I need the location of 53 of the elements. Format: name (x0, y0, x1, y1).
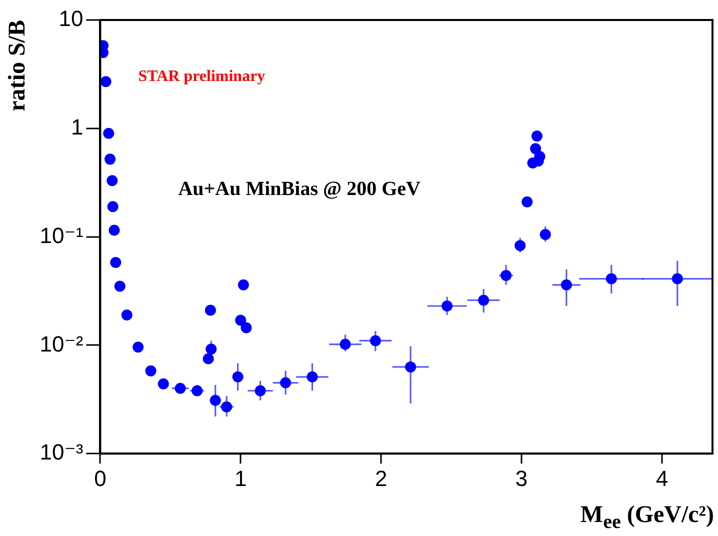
point (238, 279, 249, 290)
x-axis-title: M$_{ee}$ (GeV/c²) (580, 502, 714, 534)
point (202, 353, 214, 364)
x-tick-label: 0 (94, 466, 106, 491)
y-tick-label: 10⁻¹ (40, 222, 84, 248)
point (114, 280, 126, 292)
point (280, 377, 292, 388)
point (514, 240, 526, 252)
point (672, 273, 683, 284)
point (540, 229, 551, 240)
point (240, 322, 252, 334)
point (340, 338, 351, 350)
point (306, 371, 318, 382)
point (206, 344, 217, 355)
point (104, 154, 116, 165)
point (110, 256, 122, 268)
point (108, 224, 120, 236)
point (560, 279, 572, 290)
point (145, 365, 156, 376)
point (370, 335, 381, 346)
point (107, 201, 118, 212)
y-tick-label: 10⁻² (40, 331, 84, 356)
point (210, 394, 221, 406)
point (132, 342, 144, 353)
x-tick-label: 4 (656, 466, 668, 491)
point (232, 371, 244, 382)
y-tick-label: 1 (70, 114, 84, 140)
x-tick-label: 2 (374, 466, 388, 491)
point (204, 304, 216, 316)
point (100, 76, 112, 88)
point (158, 378, 169, 390)
y-tick-label: 10 (58, 6, 84, 32)
point (500, 270, 512, 281)
y-tick-label: 10⁻³ (40, 440, 84, 465)
point (522, 196, 533, 208)
point (530, 143, 542, 154)
point (121, 309, 132, 320)
point (606, 273, 617, 284)
point (531, 130, 542, 142)
point (442, 300, 453, 312)
point (106, 175, 118, 186)
x-tick-label: 3 (515, 466, 528, 491)
x-tick-label: 1 (234, 466, 247, 491)
point (221, 401, 232, 412)
point (174, 382, 186, 394)
point (235, 314, 246, 326)
point (254, 385, 266, 396)
point (405, 361, 416, 372)
point (103, 128, 114, 139)
annotation: Au+Au MinBias @ 200 GeV (178, 178, 422, 200)
annotation: STAR preliminary (138, 68, 266, 86)
y-axis-title: ratio S/B (4, 20, 31, 112)
point (478, 294, 490, 306)
